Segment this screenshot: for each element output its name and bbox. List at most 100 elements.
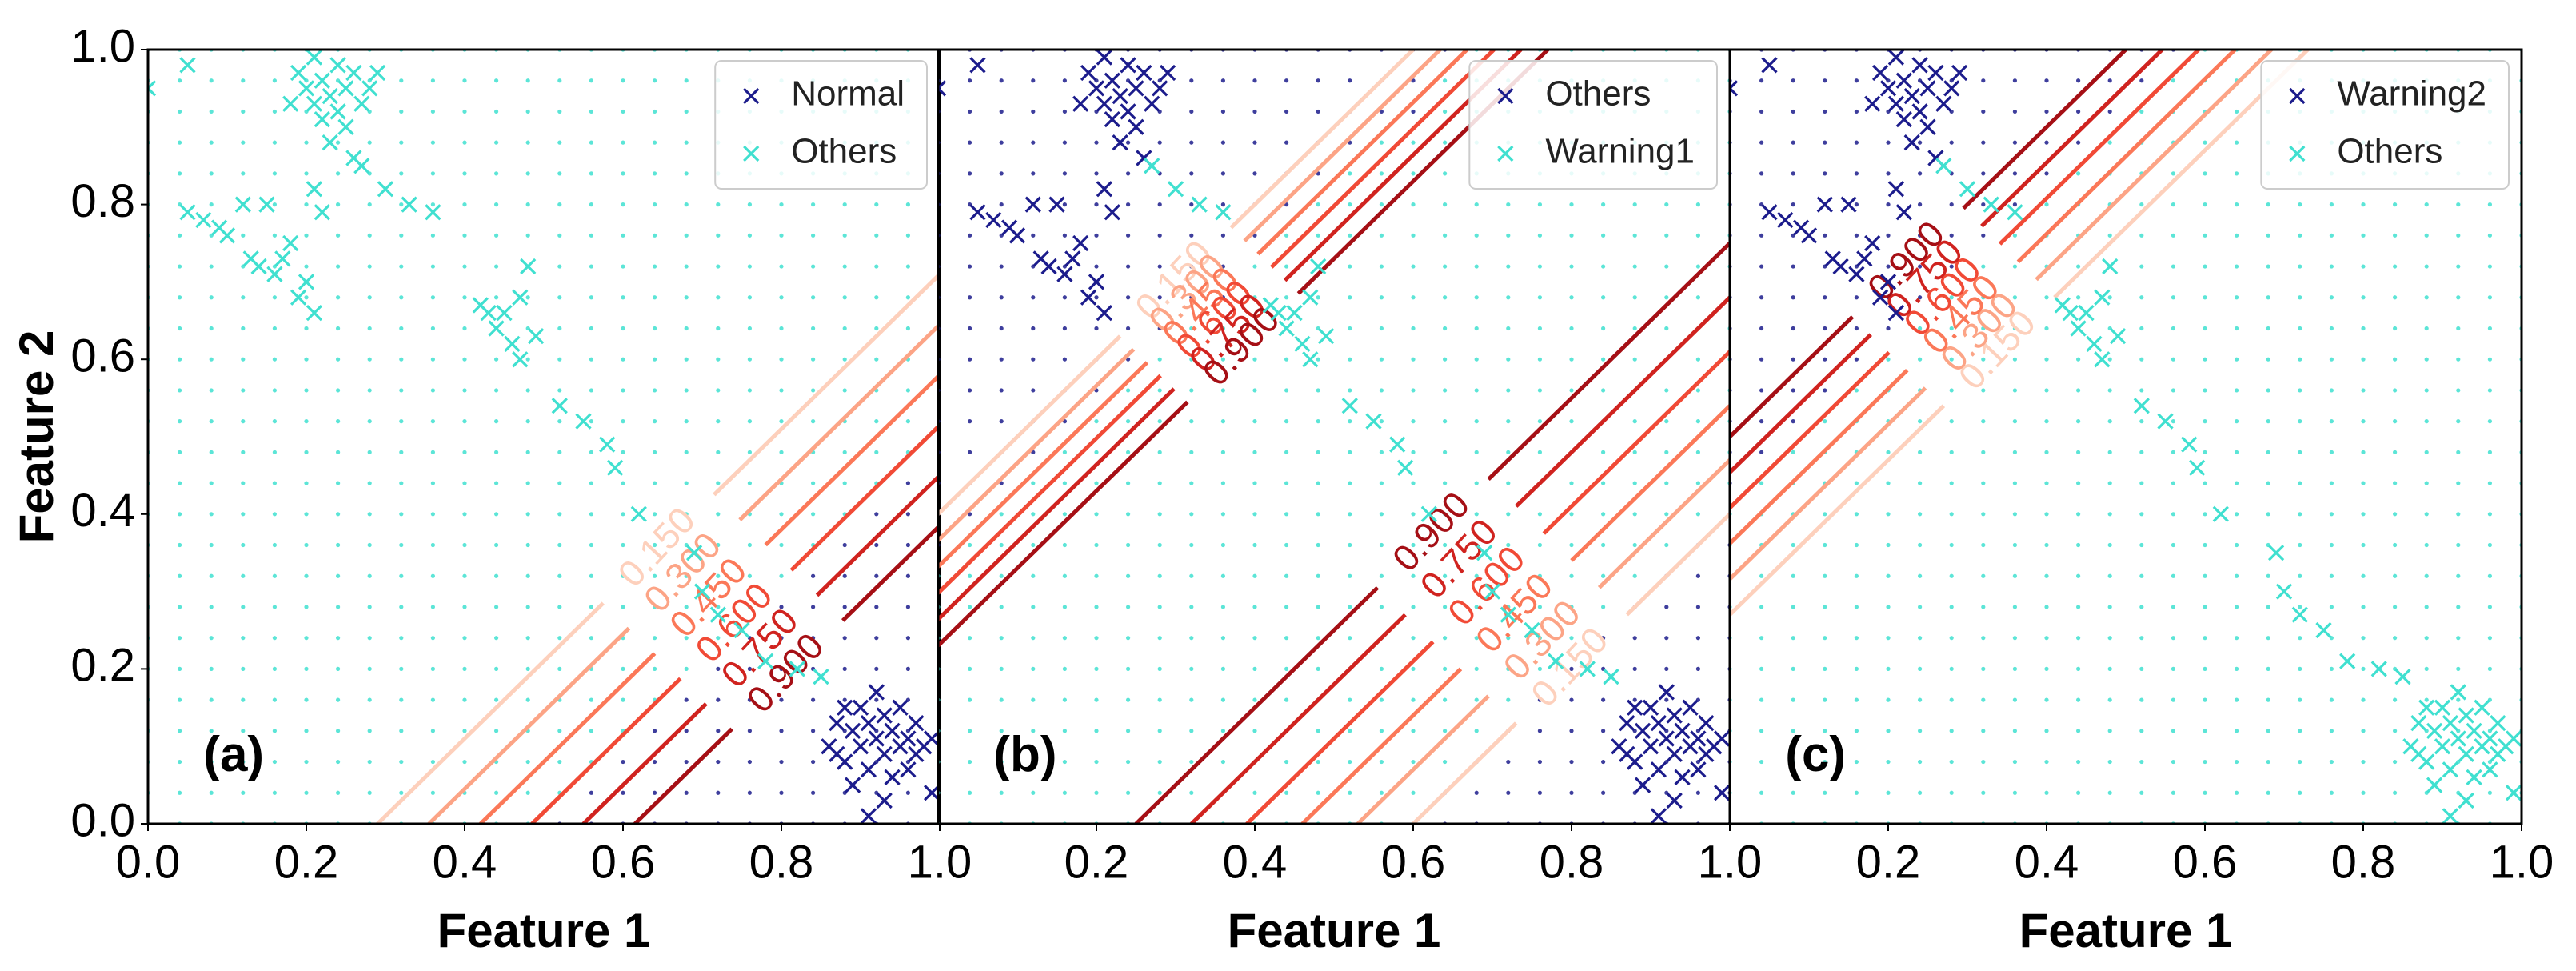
region-dot	[494, 542, 499, 548]
point	[1690, 730, 1707, 747]
point	[1072, 234, 1089, 252]
point	[353, 158, 370, 174]
region-dot	[1537, 295, 1542, 300]
region-dot	[1506, 264, 1511, 269]
region-dot	[525, 512, 530, 517]
region-dot	[1348, 388, 1352, 393]
region-dot	[1569, 729, 1574, 733]
region-dot	[1854, 326, 1859, 331]
region-dot	[2107, 78, 2112, 83]
region-dot	[1695, 357, 1700, 362]
region-dot	[2424, 295, 2429, 300]
region-dot	[2361, 357, 2366, 362]
region-dot	[1411, 140, 1416, 145]
region-dot	[304, 419, 309, 424]
region-dot	[1252, 357, 1257, 362]
region-dot	[494, 171, 499, 176]
region-dot	[336, 450, 341, 454]
region-dot	[2298, 419, 2302, 424]
point	[195, 211, 212, 229]
region-dot	[1601, 326, 1606, 331]
region-dot	[1379, 790, 1384, 795]
region-dot	[589, 326, 594, 331]
point	[1096, 95, 1113, 112]
region-dot	[1284, 636, 1289, 641]
region-dot	[779, 357, 784, 362]
region-dot	[2393, 419, 2398, 424]
region-dot	[209, 481, 214, 486]
region-dot	[557, 326, 562, 331]
region-dot	[779, 666, 784, 672]
region-dot	[589, 697, 594, 702]
point	[908, 715, 925, 732]
region-dot	[1823, 542, 1827, 548]
point	[1104, 110, 1120, 128]
region-dot	[1949, 573, 1954, 578]
region-dot	[1918, 636, 1923, 641]
region-dot	[2266, 636, 2270, 641]
region-dot	[2203, 729, 2207, 733]
point	[512, 289, 529, 306]
region-dot	[653, 326, 657, 331]
region-dot	[811, 573, 816, 578]
region-dot	[2203, 605, 2207, 609]
region-dot	[999, 790, 1004, 795]
point	[1215, 204, 1232, 221]
region-dot	[462, 450, 467, 454]
region-dot	[494, 202, 499, 207]
region-dot	[2329, 481, 2334, 486]
region-dot	[2329, 233, 2334, 238]
region-dot	[2107, 605, 2112, 609]
region-dot	[2235, 233, 2239, 238]
region-dot	[1316, 729, 1320, 733]
region-dot	[842, 573, 847, 578]
region-dot	[589, 78, 594, 83]
region-dot	[1759, 790, 1764, 795]
region-dot	[1981, 605, 1986, 609]
region-dot	[2393, 233, 2398, 238]
region-dot	[1189, 109, 1194, 114]
region-dot	[1443, 326, 1448, 331]
region-dot	[1664, 202, 1669, 207]
region-dot	[241, 295, 246, 300]
region-dot	[1157, 666, 1162, 672]
region-dot	[178, 419, 182, 424]
contour-line	[1730, 368, 1909, 545]
x-tick-label: 0.4	[2015, 836, 2079, 888]
point	[1579, 661, 1596, 677]
point	[969, 57, 986, 74]
point	[1927, 64, 1944, 82]
point	[512, 351, 529, 368]
region-dot	[1126, 202, 1131, 207]
point	[1650, 761, 1667, 778]
region-dot	[589, 481, 594, 486]
point	[884, 769, 901, 786]
region-dot	[1886, 542, 1891, 548]
region-dot	[1031, 481, 1036, 486]
region-dot	[842, 202, 847, 207]
region-dot	[621, 78, 625, 83]
region-dot	[2393, 264, 2398, 269]
region-dot	[2456, 202, 2461, 207]
region-dot	[2298, 729, 2302, 733]
region-dot	[684, 233, 689, 238]
region-dot	[684, 326, 689, 331]
point	[1144, 95, 1160, 112]
region-dot	[1379, 573, 1384, 578]
region-dot	[811, 326, 816, 331]
region-dot	[2235, 202, 2239, 207]
region-dot	[525, 233, 530, 238]
region-dot	[589, 605, 594, 609]
region-dot	[304, 140, 309, 145]
region-dot	[2329, 605, 2334, 609]
region-dot	[1443, 605, 1448, 609]
region-dot	[2171, 481, 2175, 486]
region-dot	[1759, 357, 1764, 362]
region-dot	[905, 605, 910, 609]
region-dot	[999, 140, 1004, 145]
region-dot	[1886, 666, 1891, 672]
region-dot	[2361, 759, 2366, 765]
x-tick-label: 1.0	[908, 836, 972, 888]
region-dot	[1949, 759, 1954, 765]
